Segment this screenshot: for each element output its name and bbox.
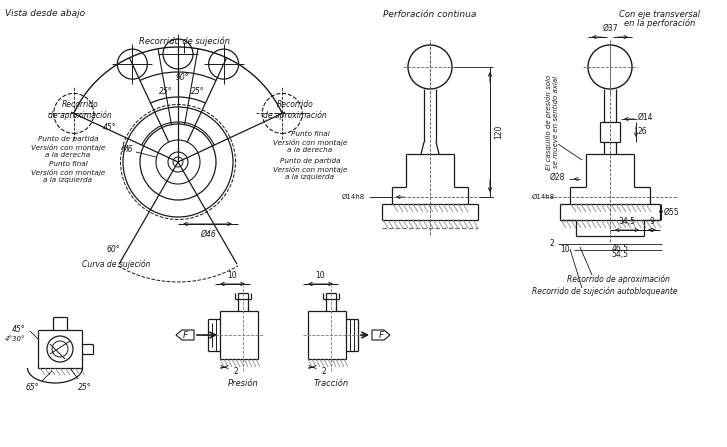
Text: Punto de partida
Versión con montaje
a la izquierda: Punto de partida Versión con montaje a l… [273,158,348,180]
Text: F: F [182,330,188,340]
Text: 25°: 25° [79,383,92,392]
Text: M6: M6 [121,146,133,155]
Text: Punto final
Versión con montaje
a la derecha: Punto final Versión con montaje a la der… [273,131,348,152]
Text: Ø46: Ø46 [200,230,216,239]
Text: Ø14: Ø14 [638,113,654,122]
Text: 10: 10 [561,245,570,254]
Text: 2: 2 [233,367,238,375]
Text: Punto de partida
Versión con montaje
a la derecha: Punto de partida Versión con montaje a l… [31,136,105,158]
Text: Ø14h8: Ø14h8 [342,194,365,200]
Text: 45°: 45° [12,325,25,333]
Text: 90°: 90° [175,73,189,82]
Text: 34,5: 34,5 [619,217,635,226]
Polygon shape [176,330,194,340]
Text: 46,5: 46,5 [611,244,629,253]
Text: 25°: 25° [159,88,173,97]
Text: Punto final
Versión con montaje
a la izquierda: Punto final Versión con montaje a la izq… [31,161,105,183]
Text: El casquillo de presión solo
se mueve en sentido axial: El casquillo de presión solo se mueve en… [545,74,559,169]
Text: 54,5: 54,5 [611,249,629,258]
Text: 45°: 45° [103,122,116,131]
Text: Recorrido de sujeción autobloqueante: Recorrido de sujeción autobloqueante [532,287,678,296]
Text: Recorrido
de aproximación: Recorrido de aproximación [263,100,327,120]
Text: 9: 9 [649,217,654,226]
Text: Presión: Presión [228,379,258,388]
Text: Con eje transversal: Con eje transversal [619,10,701,19]
Text: Ø28: Ø28 [550,173,565,181]
Text: Tracción: Tracción [313,379,348,388]
Text: Ø14h8: Ø14h8 [531,194,555,200]
Text: Recorrido de sujeción: Recorrido de sujeción [139,37,230,46]
Text: 26: 26 [638,127,648,136]
Text: 10: 10 [316,271,325,280]
Text: 65°: 65° [25,383,39,392]
Text: 25°: 25° [191,88,205,97]
Text: Recorrido de aproximación: Recorrido de aproximación [566,274,670,283]
Text: en la perforación: en la perforación [624,18,696,28]
Text: Ø37: Ø37 [602,24,618,33]
Text: 4°30°: 4°30° [4,336,25,342]
Text: Vista desde abajo: Vista desde abajo [5,9,85,18]
Text: 60°: 60° [106,245,120,254]
Text: 2: 2 [321,367,326,375]
Text: 2: 2 [550,240,554,249]
Text: F: F [379,330,384,340]
Text: Ø55: Ø55 [664,207,680,216]
Text: Curva de sujeción: Curva de sujeción [82,260,150,269]
Text: 120: 120 [494,125,503,139]
Text: Recorrido
de aproximación: Recorrido de aproximación [48,100,112,120]
Text: 10: 10 [227,271,237,280]
Text: Perforación continua: Perforación continua [383,10,477,19]
Polygon shape [372,330,390,340]
